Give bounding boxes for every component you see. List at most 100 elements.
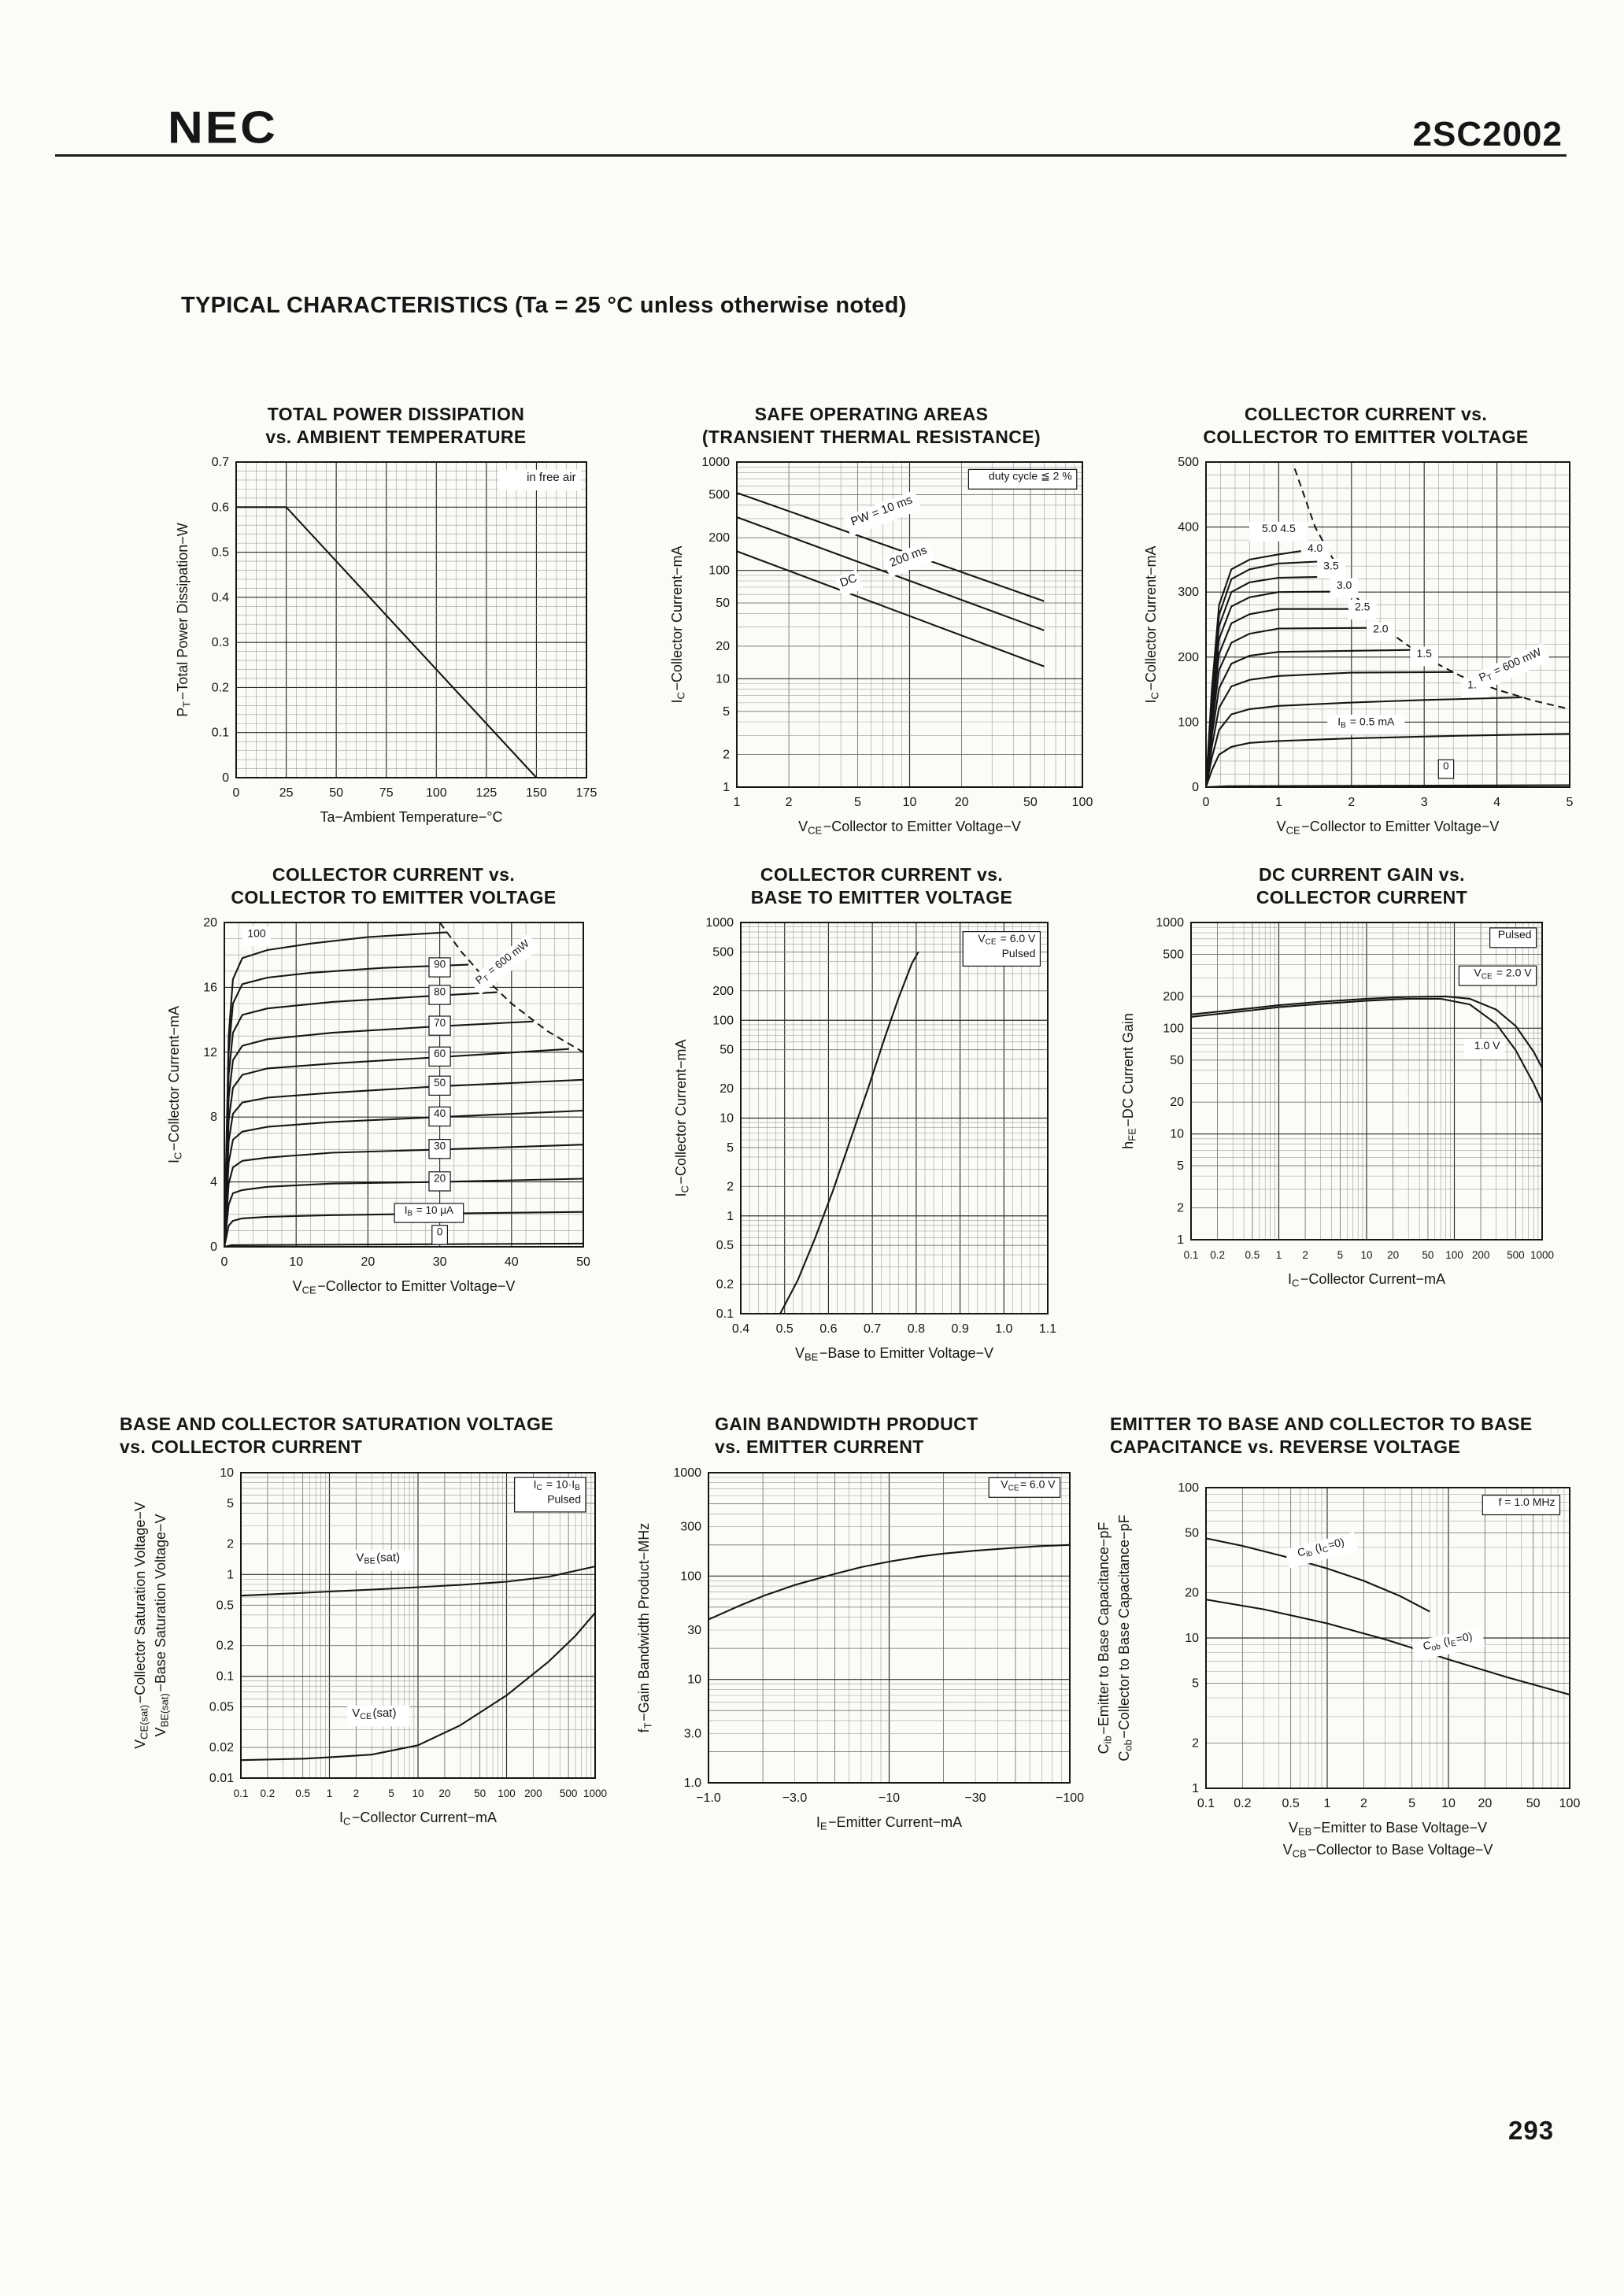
svg-text:0.4: 0.4 — [732, 1322, 749, 1336]
series-ic-vs-vbe — [779, 951, 919, 1314]
annotation: PT = 600 mW — [468, 934, 540, 995]
annotation: 30 — [428, 1139, 451, 1159]
svg-text:20: 20 — [716, 640, 730, 653]
svg-text:VCE (sat): VCE (sat) — [352, 1706, 396, 1721]
svg-text:VCE −Collector to Emitter Volt: VCE −Collector to Emitter Voltage−V — [293, 1278, 516, 1296]
svg-text:100: 100 — [1559, 1797, 1581, 1810]
svg-text:2: 2 — [1348, 796, 1355, 809]
svg-text:Cib −Emitter to Base Capacitan: Cib −Emitter to Base Capacitance−pF — [1096, 1522, 1114, 1754]
svg-text:5: 5 — [854, 796, 861, 809]
svg-text:4: 4 — [1493, 796, 1500, 809]
series — [236, 506, 538, 778]
svg-text:50: 50 — [716, 597, 730, 610]
svg-text:70: 70 — [434, 1017, 446, 1029]
annotation: VCE (sat) — [347, 1705, 410, 1727]
annotations: 100 90 80 70 60 50 40 30 20 IB = 10 μA 0 PT = 600 m… — [242, 926, 540, 1245]
svg-text:1: 1 — [1275, 796, 1282, 809]
svg-text:−1.0: −1.0 — [696, 1791, 721, 1805]
svg-text:50: 50 — [720, 1044, 734, 1057]
plot-ic-vs-vce-500: 0 1 2 3 4 5 0 100 200 300 400 500 VCE −Collector to … — [1143, 456, 1574, 837]
svg-text:Pulsed: Pulsed — [1002, 947, 1036, 959]
annotation: 3.5 — [1317, 559, 1345, 579]
plot-frame — [1190, 922, 1543, 1240]
svg-text:duty cycle ≦ 2 %: duty cycle ≦ 2 % — [989, 470, 1072, 482]
svg-text:300: 300 — [1178, 586, 1199, 599]
annotations: VCE = 6.0 V — [988, 1477, 1061, 1498]
svg-text:200: 200 — [1472, 1249, 1490, 1261]
svg-text:500: 500 — [712, 945, 734, 959]
tick-labels: −1.0 −3.0 −10 −30 −100 1.0 3.0 10 30 100 300 1000 — [673, 1466, 1084, 1805]
svg-text:VCE −Collector to Emitter Volt: VCE −Collector to Emitter Voltage−V — [1277, 819, 1500, 837]
svg-text:1000: 1000 — [673, 1466, 701, 1480]
svg-text:10: 10 — [1441, 1797, 1456, 1810]
svg-text:0: 0 — [1443, 760, 1448, 772]
chart-title-gain-bandwidth: GAIN BANDWIDTH PRODUCT vs. EMITTER CURRE… — [715, 1414, 978, 1457]
svg-text:200: 200 — [524, 1788, 542, 1799]
svg-text:20: 20 — [1185, 1587, 1199, 1600]
annotation: 100 — [242, 926, 271, 947]
svg-text:0.2: 0.2 — [1210, 1249, 1225, 1261]
chart-title-capacitance: EMITTER TO BASE AND COLLECTOR TO BASE CA… — [1110, 1414, 1533, 1457]
annotation: 50 — [428, 1075, 451, 1096]
svg-text:0.5: 0.5 — [1282, 1797, 1299, 1810]
svg-text:VBE −Base to Emitter Voltage−V: VBE −Base to Emitter Voltage−V — [795, 1345, 993, 1363]
svg-text:0.4: 0.4 — [212, 591, 229, 605]
annotation: f = 1.0 MHz — [1482, 1494, 1561, 1516]
annotation: 80 — [428, 985, 451, 1005]
chart-title-hfe-vs-ic: DC CURRENT GAIN vs. COLLECTOR CURRENT — [1256, 864, 1468, 908]
svg-text:0: 0 — [1192, 781, 1199, 794]
annotation: VCE = 2.0 V — [1458, 965, 1537, 986]
series-ft-curve — [708, 1544, 1070, 1621]
series — [224, 922, 583, 1247]
svg-text:0.7: 0.7 — [864, 1322, 881, 1336]
svg-text:100: 100 — [680, 1569, 701, 1583]
annotation: 2.5 — [1348, 600, 1377, 619]
svg-text:1: 1 — [734, 796, 741, 809]
svg-text:10: 10 — [1185, 1632, 1199, 1645]
svg-text:100: 100 — [1072, 796, 1093, 809]
svg-text:0.01: 0.01 — [209, 1772, 234, 1785]
chart-title-total-power-dissipation: TOTAL POWER DISSIPATION vs. AMBIENT TEMP… — [265, 404, 527, 447]
tick-labels: 0 1 2 3 4 5 0 100 200 300 400 500 — [1178, 456, 1573, 809]
series-ib-2.0mA — [1206, 649, 1414, 787]
axis-labels: IE −Emitter Current−mA fT −Gain Bandwidth… — [636, 1523, 962, 1832]
svg-text:50: 50 — [434, 1077, 446, 1089]
svg-text:5: 5 — [1408, 1797, 1415, 1810]
svg-text:200: 200 — [712, 985, 734, 998]
svg-text:5: 5 — [727, 1141, 734, 1155]
svg-text:0.9: 0.9 — [951, 1322, 968, 1336]
svg-text:90: 90 — [434, 959, 446, 971]
svg-text:75: 75 — [379, 786, 394, 800]
plot-ic-vs-vbe: 0.4 0.5 0.6 0.7 0.8 0.9 1.0 1.1 0.1 0.2 0.5 1 2 5 10 20… — [673, 916, 1056, 1363]
svg-text:0.6: 0.6 — [212, 501, 229, 514]
svg-text:IE −Emitter Current−mA: IE −Emitter Current−mA — [816, 1814, 962, 1832]
svg-text:PT = 600 mW: PT = 600 mW — [473, 937, 533, 988]
svg-text:100: 100 — [1178, 715, 1199, 729]
svg-text:0.1: 0.1 — [234, 1788, 249, 1799]
svg-text:4: 4 — [210, 1176, 217, 1189]
svg-text:0.8: 0.8 — [908, 1322, 925, 1336]
svg-text:3: 3 — [1421, 796, 1428, 809]
annotation: 5.0 4.5 — [1249, 521, 1308, 542]
annotation: 1.0 V — [1464, 1038, 1505, 1059]
annotation: Cib (IC =0) — [1284, 1532, 1359, 1569]
svg-text:0.02: 0.02 — [209, 1741, 234, 1754]
svg-text:VCE −Collector to Emitter Volt: VCE −Collector to Emitter Voltage−V — [798, 819, 1021, 837]
svg-text:2: 2 — [1192, 1737, 1199, 1751]
annotation: IB = 10 μA — [394, 1203, 464, 1223]
annotations: f = 1.0 MHz Cib (IC =0) Cob (IE =0) — [1284, 1494, 1561, 1662]
series — [1206, 1537, 1570, 1696]
svg-text:500: 500 — [1178, 456, 1199, 469]
svg-text:2: 2 — [1177, 1202, 1184, 1215]
svg-text:8: 8 — [210, 1111, 217, 1124]
svg-text:1: 1 — [727, 1210, 734, 1223]
annotations: Pulsed VCE = 2.0 V 1.0 V — [1458, 927, 1537, 1059]
svg-text:1: 1 — [327, 1788, 333, 1799]
axis-labels: Ta−Ambient Temperature−°C PT −Total Power… — [175, 523, 503, 825]
svg-text:1: 1 — [227, 1568, 234, 1581]
svg-text:40: 40 — [434, 1107, 446, 1119]
svg-text:500: 500 — [708, 488, 730, 501]
svg-text:0: 0 — [210, 1240, 217, 1254]
